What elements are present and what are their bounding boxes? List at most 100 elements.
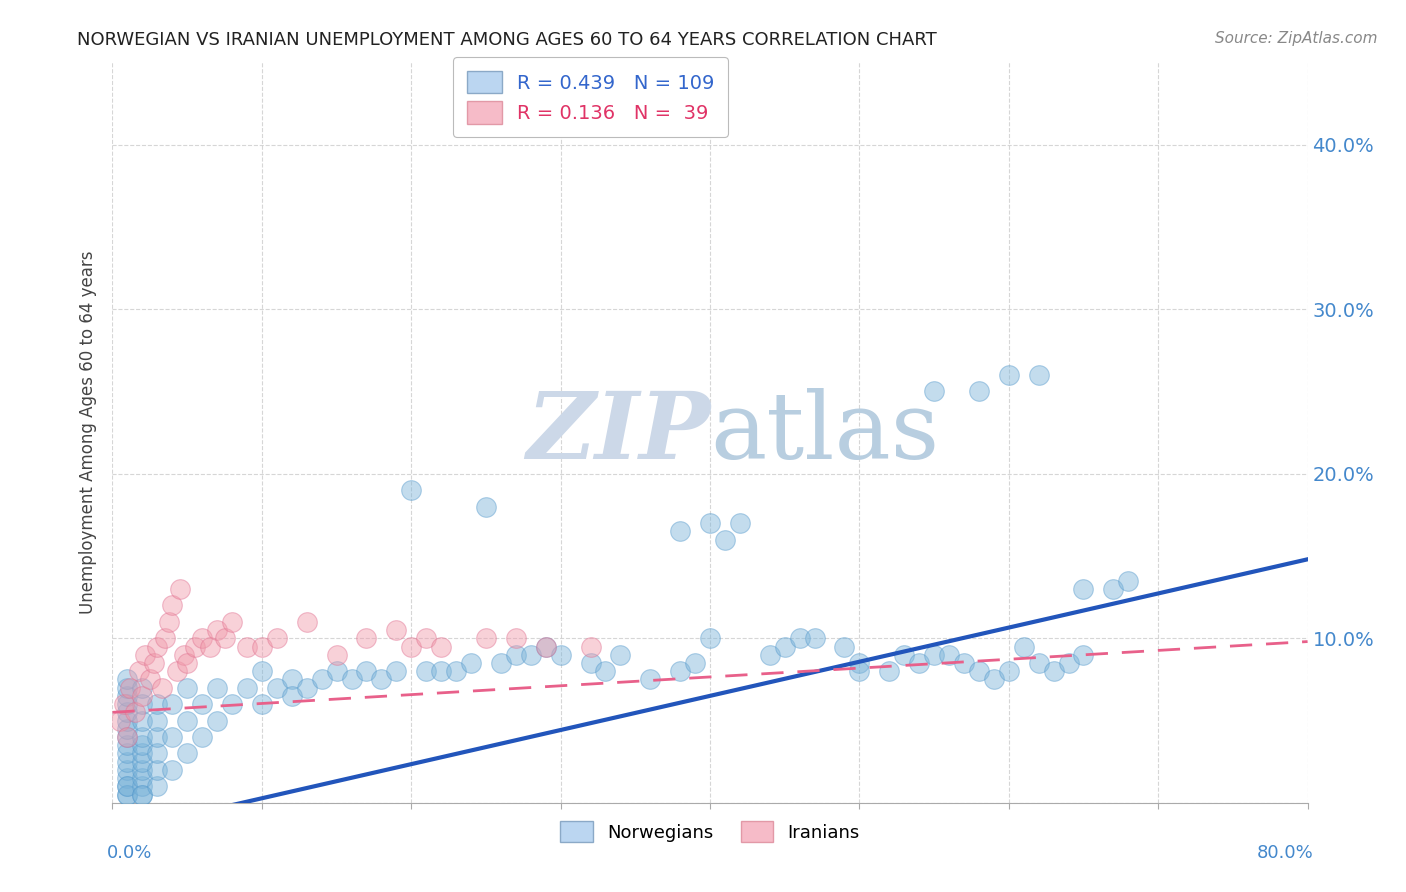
Point	[848, 664, 870, 678]
Point	[114, 697, 135, 711]
Point	[169, 582, 191, 596]
Point	[385, 664, 408, 678]
Point	[728, 516, 751, 530]
Point	[146, 714, 169, 728]
Point	[1118, 574, 1140, 588]
Point	[460, 656, 482, 670]
Point	[683, 656, 706, 670]
Point	[162, 730, 183, 744]
Point	[117, 780, 139, 794]
Point	[908, 656, 931, 670]
Point	[340, 673, 363, 687]
Point	[415, 664, 437, 678]
Point	[759, 648, 782, 662]
Point	[205, 714, 228, 728]
Point	[191, 697, 214, 711]
Text: atlas: atlas	[710, 388, 939, 477]
Point	[714, 533, 737, 547]
Point	[475, 500, 498, 514]
Point	[146, 640, 169, 654]
Point	[205, 623, 228, 637]
Point	[117, 788, 139, 802]
Point	[430, 640, 453, 654]
Point	[401, 640, 423, 654]
Point	[146, 780, 169, 794]
Point	[401, 483, 423, 498]
Point	[205, 681, 228, 695]
Point	[579, 656, 602, 670]
Point	[534, 640, 557, 654]
Point	[221, 615, 243, 629]
Point	[131, 755, 153, 769]
Point	[236, 681, 259, 695]
Point	[117, 689, 139, 703]
Point	[609, 648, 631, 662]
Point	[967, 384, 990, 399]
Point	[699, 516, 721, 530]
Point	[128, 664, 150, 678]
Point	[124, 706, 146, 720]
Point	[370, 673, 392, 687]
Point	[176, 714, 198, 728]
Point	[117, 755, 139, 769]
Point	[385, 623, 408, 637]
Point	[1073, 648, 1095, 662]
Point	[162, 697, 183, 711]
Text: ZIP: ZIP	[526, 388, 710, 477]
Text: 0.0%: 0.0%	[107, 844, 152, 862]
Point	[475, 632, 498, 646]
Point	[117, 697, 139, 711]
Point	[146, 747, 169, 761]
Point	[162, 599, 183, 613]
Point	[191, 730, 214, 744]
Point	[250, 640, 273, 654]
Point	[295, 615, 318, 629]
Point	[117, 706, 139, 720]
Point	[699, 632, 721, 646]
Point	[176, 747, 198, 761]
Point	[1102, 582, 1125, 596]
Point	[150, 681, 173, 695]
Point	[534, 640, 557, 654]
Point	[117, 788, 139, 802]
Point	[221, 697, 243, 711]
Point	[922, 648, 945, 662]
Point	[117, 714, 139, 728]
Point	[131, 714, 153, 728]
Text: NORWEGIAN VS IRANIAN UNEMPLOYMENT AMONG AGES 60 TO 64 YEARS CORRELATION CHART: NORWEGIAN VS IRANIAN UNEMPLOYMENT AMONG …	[77, 31, 936, 49]
Point	[789, 632, 811, 646]
Point	[953, 656, 976, 670]
Point	[998, 664, 1021, 678]
Point	[117, 673, 139, 687]
Point	[236, 640, 259, 654]
Point	[146, 730, 169, 744]
Point	[131, 747, 153, 761]
Legend: Norwegians, Iranians: Norwegians, Iranians	[553, 814, 868, 849]
Point	[893, 648, 915, 662]
Point	[120, 681, 142, 695]
Point	[595, 664, 617, 678]
Point	[489, 656, 512, 670]
Point	[311, 673, 333, 687]
Point	[773, 640, 796, 654]
Point	[1073, 582, 1095, 596]
Point	[1042, 664, 1064, 678]
Point	[191, 632, 214, 646]
Point	[922, 384, 945, 399]
Point	[579, 640, 602, 654]
Point	[1028, 368, 1050, 382]
Point	[266, 632, 288, 646]
Point	[146, 697, 169, 711]
Point	[139, 673, 162, 687]
Point	[131, 788, 153, 802]
Point	[1012, 640, 1035, 654]
Point	[108, 714, 131, 728]
Point	[131, 697, 153, 711]
Point	[325, 648, 347, 662]
Point	[998, 368, 1021, 382]
Point	[356, 632, 378, 646]
Point	[356, 664, 378, 678]
Point	[117, 738, 139, 752]
Point	[131, 689, 153, 703]
Y-axis label: Unemployment Among Ages 60 to 64 years: Unemployment Among Ages 60 to 64 years	[79, 251, 97, 615]
